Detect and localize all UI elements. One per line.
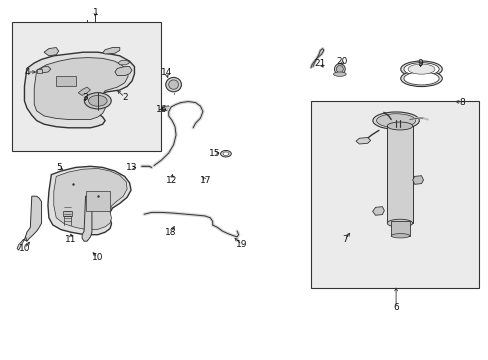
Ellipse shape [165,77,181,92]
Polygon shape [25,196,41,241]
Polygon shape [85,191,110,211]
Ellipse shape [84,93,111,109]
Bar [310,101,478,288]
Polygon shape [48,166,131,235]
Text: 12: 12 [165,176,177,185]
Ellipse shape [334,64,345,75]
Text: 8: 8 [458,98,464,107]
Bar [390,221,409,236]
Text: 9: 9 [417,59,423,68]
Polygon shape [115,67,132,76]
Text: 19: 19 [236,240,247,249]
Ellipse shape [403,63,438,76]
Text: 16: 16 [155,105,167,114]
Polygon shape [62,211,72,216]
Text: 2: 2 [122,93,127,102]
Text: 10: 10 [92,253,103,262]
Ellipse shape [400,71,441,87]
Polygon shape [372,207,384,215]
Ellipse shape [407,64,434,74]
Polygon shape [34,58,128,120]
Text: 10: 10 [19,244,30,253]
Text: 20: 20 [336,57,347,66]
Text: 17: 17 [199,176,211,185]
Polygon shape [40,66,51,73]
Text: 13: 13 [126,163,138,172]
Ellipse shape [223,152,228,156]
Polygon shape [24,52,134,128]
Polygon shape [102,48,120,54]
Ellipse shape [220,150,231,157]
Ellipse shape [168,80,178,89]
Polygon shape [82,196,92,241]
Polygon shape [37,69,42,73]
Text: 18: 18 [165,228,177,237]
Polygon shape [54,168,127,230]
Text: 4: 4 [24,68,30,77]
Ellipse shape [386,219,412,227]
Bar [386,126,412,223]
Ellipse shape [386,122,412,130]
Text: 5: 5 [56,163,61,172]
Polygon shape [17,237,27,250]
Ellipse shape [336,66,343,73]
Polygon shape [161,106,170,111]
Polygon shape [355,138,370,144]
Ellipse shape [88,95,107,106]
Polygon shape [412,176,423,184]
Text: 7: 7 [341,235,347,244]
Text: 15: 15 [209,149,221,158]
Polygon shape [44,48,59,56]
Text: 6: 6 [392,303,398,312]
Ellipse shape [403,72,438,85]
Ellipse shape [376,114,415,127]
Ellipse shape [372,112,419,129]
Polygon shape [56,76,76,86]
Ellipse shape [400,61,441,77]
Text: 14: 14 [160,68,172,77]
Text: 3: 3 [82,93,88,102]
Text: 11: 11 [65,235,77,244]
Ellipse shape [333,72,346,76]
Text: 21: 21 [314,59,325,68]
Ellipse shape [390,234,409,238]
Bar [12,22,161,151]
Polygon shape [78,87,90,95]
Polygon shape [118,60,129,65]
Text: 1: 1 [92,8,98,17]
